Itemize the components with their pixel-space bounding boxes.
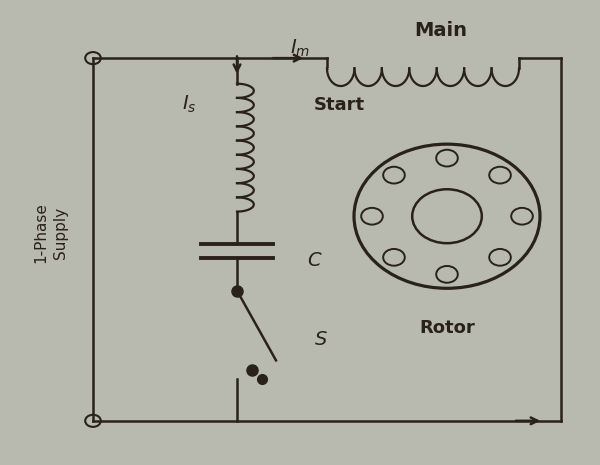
Text: $I_s$: $I_s$: [182, 94, 196, 115]
Text: Rotor: Rotor: [419, 319, 475, 337]
Text: Start: Start: [313, 96, 365, 113]
Text: $I_m$: $I_m$: [290, 38, 310, 60]
Text: $C$: $C$: [307, 251, 323, 270]
Text: $S$: $S$: [314, 330, 328, 349]
Text: Main: Main: [415, 21, 467, 40]
Text: 1-Phase
Supply: 1-Phase Supply: [34, 202, 68, 263]
